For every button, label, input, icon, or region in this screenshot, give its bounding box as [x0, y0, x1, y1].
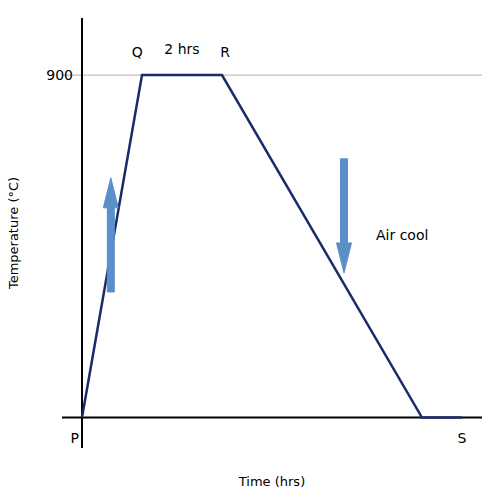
annotation: P — [71, 430, 79, 446]
arrow — [337, 159, 352, 273]
x-axis-label: Time (hrs) — [238, 474, 305, 489]
grid-line — [62, 75, 482, 76]
annotation: Q — [132, 44, 143, 60]
cycle-line — [82, 75, 462, 417]
annotation: 2 hrs — [164, 41, 199, 57]
y-tick-label: 900 — [46, 67, 73, 83]
chart: 900 P Q R S 2 hrs Air cool Time (hrs) Temperatur… — [0, 0, 500, 500]
x-axis — [62, 417, 482, 419]
annotation: Air cool — [376, 227, 428, 243]
y-axis-label: Temperature (°C) — [6, 177, 21, 290]
plot-area — [82, 75, 462, 417]
annotation: R — [220, 44, 230, 60]
y-axis — [81, 18, 83, 448]
arrow — [103, 178, 118, 292]
annotation: S — [458, 430, 467, 446]
